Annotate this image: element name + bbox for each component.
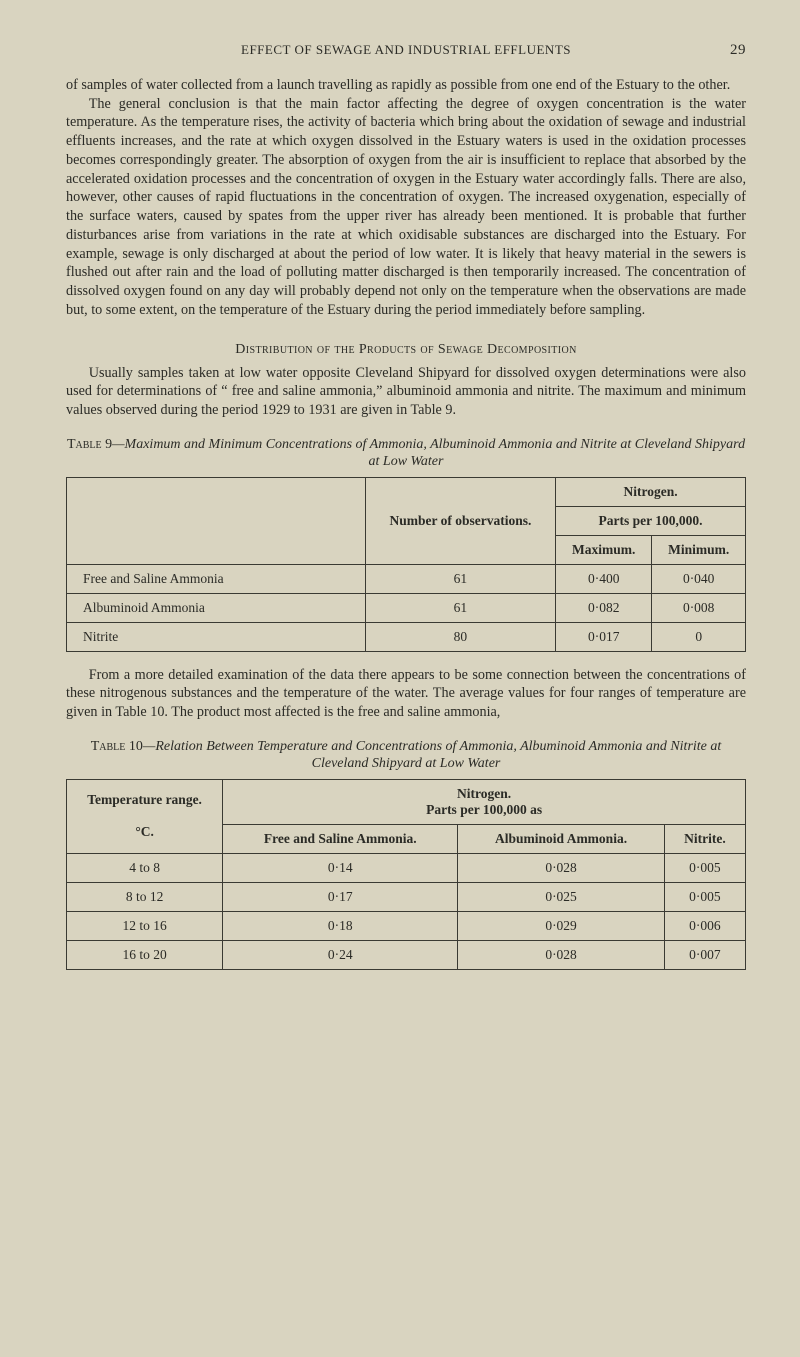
table-row: Free and Saline Ammonia 61 0·400 0·040 <box>67 564 746 593</box>
table-10-col-group: Nitrogen. Parts per 100,000 as <box>223 779 746 824</box>
table-9-cell: 61 <box>365 593 555 622</box>
group-label-a: Nitrogen. <box>457 786 511 801</box>
page-number: 29 <box>730 42 746 59</box>
body-paragraph: Usually samples taken at low water oppos… <box>66 364 746 420</box>
table-9-cell: 61 <box>365 564 555 593</box>
table-9-cell: 0·008 <box>652 593 746 622</box>
table-9-cell: 80 <box>365 622 555 651</box>
table-10-caption-rest: —Relation Between Temperature and Concen… <box>143 739 721 772</box>
table-9-cell: 0 <box>652 622 746 651</box>
table-9-cell: 0·082 <box>556 593 652 622</box>
table-10-caption-lead: Table 10 <box>91 739 143 754</box>
table-9-cell: 0·040 <box>652 564 746 593</box>
table-9-row-label: Free and Saline Ammonia <box>67 564 366 593</box>
table-10-cell: 0·007 <box>664 940 745 969</box>
table-10-cell: 0·005 <box>664 882 745 911</box>
table-10-col-free: Free and Saline Ammonia. <box>223 824 458 853</box>
table-9-col-obs: Number of observations. <box>365 477 555 564</box>
table-9-row-label: Albuminoid Ammonia <box>67 593 366 622</box>
body-paragraph: of samples of water collected from a lau… <box>66 76 746 95</box>
table-10-cell: 0·028 <box>458 940 664 969</box>
table-10-temp: 12 to 16 <box>67 911 223 940</box>
table-10-col-alb: Albuminoid Ammonia. <box>458 824 664 853</box>
table-10-cell: 0·029 <box>458 911 664 940</box>
table-row: Nitrite 80 0·017 0 <box>67 622 746 651</box>
table-10-caption: Table 10—Relation Between Temperature an… <box>66 738 746 773</box>
running-title: EFFECT OF SEWAGE AND INDUSTRIAL EFFLUENT… <box>241 42 571 58</box>
table-row: 12 to 16 0·18 0·029 0·006 <box>67 911 746 940</box>
temp-label-b: °C. <box>135 824 154 839</box>
table-10-temp: 4 to 8 <box>67 853 223 882</box>
table-9-cell: 0·400 <box>556 564 652 593</box>
table-10-col-nit: Nitrite. <box>664 824 745 853</box>
table-10-temp: 16 to 20 <box>67 940 223 969</box>
table-10-cell: 0·028 <box>458 853 664 882</box>
table-row: Albuminoid Ammonia 61 0·082 0·008 <box>67 593 746 622</box>
table-9-caption: Table 9—Maximum and Minimum Concentratio… <box>66 436 746 471</box>
body-paragraph: The general conclusion is that the main … <box>66 95 746 320</box>
table-row: 16 to 20 0·24 0·028 0·007 <box>67 940 746 969</box>
table-9-stub <box>67 477 366 564</box>
page: EFFECT OF SEWAGE AND INDUSTRIAL EFFLUENT… <box>0 0 800 1030</box>
table-10-cell: 0·24 <box>223 940 458 969</box>
table-10-col-temp: Temperature range. °C. <box>67 779 223 853</box>
table-9-col-max: Maximum. <box>556 535 652 564</box>
table-10-cell: 0·18 <box>223 911 458 940</box>
table-9-row-label: Nitrite <box>67 622 366 651</box>
table-10-cell: 0·006 <box>664 911 745 940</box>
table-9: Number of observations. Nitrogen. Parts … <box>66 477 746 652</box>
table-10: Temperature range. °C. Nitrogen. Parts p… <box>66 779 746 970</box>
table-10-cell: 0·14 <box>223 853 458 882</box>
table-9-cell: 0·017 <box>556 622 652 651</box>
table-9-col-group: Nitrogen. <box>556 477 746 506</box>
section-heading: Distribution of the Products of Sewage D… <box>66 342 746 358</box>
table-10-cell: 0·17 <box>223 882 458 911</box>
table-row: 4 to 8 0·14 0·028 0·005 <box>67 853 746 882</box>
table-row: 8 to 12 0·17 0·025 0·005 <box>67 882 746 911</box>
temp-label-a: Temperature range. <box>87 792 202 807</box>
table-9-col-sub: Parts per 100,000. <box>556 506 746 535</box>
body-paragraph: From a more detailed examination of the … <box>66 666 746 722</box>
table-10-cell: 0·025 <box>458 882 664 911</box>
table-9-col-min: Minimum. <box>652 535 746 564</box>
table-10-cell: 0·005 <box>664 853 745 882</box>
running-head: EFFECT OF SEWAGE AND INDUSTRIAL EFFLUENT… <box>66 42 746 58</box>
group-label-b: Parts per 100,000 as <box>426 802 542 817</box>
table-9-caption-rest: —Maximum and Minimum Concentrations of A… <box>112 437 745 470</box>
table-10-temp: 8 to 12 <box>67 882 223 911</box>
table-9-caption-lead: Table 9 <box>67 437 112 452</box>
